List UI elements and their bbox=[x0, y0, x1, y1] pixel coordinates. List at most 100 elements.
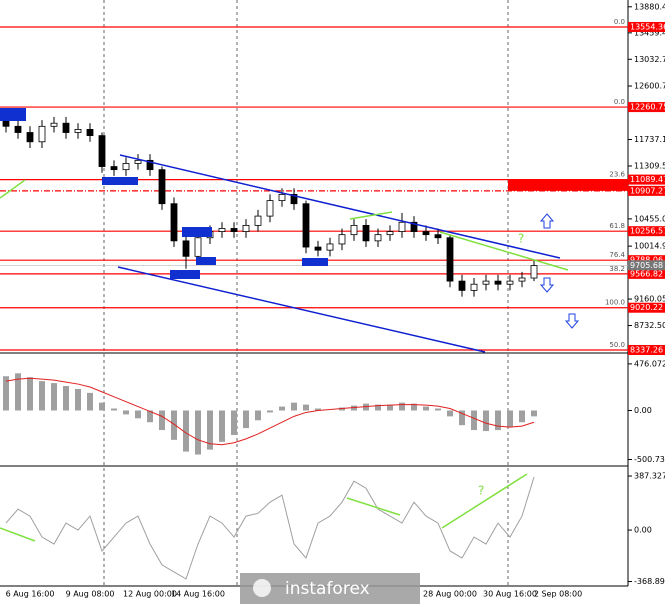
level-label: 8337.26 bbox=[630, 346, 663, 355]
candle-body bbox=[446, 237, 454, 282]
x-tick-label: 12 Aug 00:00 bbox=[123, 590, 177, 599]
annotation: ? bbox=[518, 232, 524, 246]
macd-bar bbox=[315, 408, 321, 411]
fib-label: 23.6 bbox=[609, 171, 625, 179]
signal-line bbox=[5, 377, 535, 446]
level-label-box bbox=[628, 185, 665, 196]
level-label-box bbox=[628, 226, 665, 237]
candle-body bbox=[38, 125, 46, 143]
candle-body bbox=[86, 129, 94, 136]
macd-bar bbox=[471, 410, 477, 431]
level-label: 12260.75 bbox=[630, 103, 665, 112]
macd-bar bbox=[99, 402, 105, 411]
candle-body bbox=[290, 194, 298, 205]
macd-bar bbox=[387, 404, 393, 411]
macd-bar bbox=[231, 410, 237, 435]
level-label: 13554.36 bbox=[630, 22, 665, 31]
box bbox=[170, 270, 200, 279]
candle-body bbox=[338, 234, 346, 245]
macd-bar bbox=[411, 403, 417, 411]
macd-bar bbox=[507, 410, 513, 428]
box bbox=[302, 258, 328, 266]
candle-body bbox=[110, 166, 118, 171]
fib-label: 76.4 bbox=[609, 251, 625, 259]
macd-bar bbox=[39, 381, 45, 411]
macd-bar bbox=[219, 410, 225, 442]
macd-bar bbox=[147, 410, 153, 423]
box bbox=[182, 227, 212, 237]
level-label-box bbox=[628, 102, 665, 113]
candle-body bbox=[410, 221, 418, 232]
y-tick-label: 9160.05 bbox=[634, 295, 665, 304]
macd-bar bbox=[279, 406, 285, 411]
arrow-up bbox=[539, 213, 555, 229]
macd-bar bbox=[3, 376, 9, 411]
candle-body bbox=[2, 119, 10, 127]
candle-body bbox=[62, 122, 70, 133]
box bbox=[0, 108, 26, 121]
y-tick-label: 0.00 bbox=[634, 526, 652, 535]
macd-bar bbox=[243, 410, 249, 429]
arrow-down bbox=[539, 277, 555, 293]
candle-body bbox=[26, 132, 34, 143]
candle-body bbox=[266, 200, 274, 217]
box bbox=[196, 257, 216, 265]
level-label-box bbox=[628, 174, 665, 185]
candle-body bbox=[530, 265, 538, 279]
fib-label: 38.2 bbox=[609, 265, 625, 273]
macd-bar bbox=[291, 402, 297, 411]
candle-body bbox=[242, 224, 250, 232]
watermark: instaforex bbox=[285, 579, 370, 599]
arrow-down bbox=[564, 313, 580, 329]
y-tick-label: -500.734 bbox=[634, 455, 665, 464]
macd-bar bbox=[51, 383, 57, 411]
y-tick-label: 13880.45 bbox=[634, 2, 665, 11]
candle-body bbox=[182, 240, 190, 257]
candle-body bbox=[230, 228, 238, 232]
x-tick-label: 14 Aug 16:00 bbox=[171, 590, 225, 599]
drawings: ? ? instaforex bbox=[0, 108, 580, 604]
channel-line bbox=[119, 154, 561, 259]
macd-bar bbox=[495, 410, 501, 431]
fib-label: 100.0 bbox=[605, 299, 625, 307]
box bbox=[102, 177, 138, 185]
y-tick-label: 11737.10 bbox=[634, 135, 665, 144]
candle-body bbox=[122, 163, 130, 171]
candle-body bbox=[458, 280, 466, 291]
candle-body bbox=[434, 234, 442, 239]
macd-bar bbox=[531, 410, 537, 417]
candle-body bbox=[422, 231, 430, 236]
macd-bar bbox=[447, 410, 453, 417]
y-tick-label: 476.072 bbox=[634, 359, 665, 368]
candle-body bbox=[98, 135, 106, 167]
macd-bar bbox=[483, 410, 489, 432]
candle-body bbox=[350, 224, 358, 236]
y-tick-label: 8732.50 bbox=[634, 321, 665, 330]
level-label-box bbox=[628, 345, 665, 356]
candle-body bbox=[470, 283, 478, 291]
trend-line bbox=[0, 179, 26, 199]
fib-label: 0.0 bbox=[614, 18, 625, 26]
y-tick-label: 12600.75 bbox=[634, 82, 665, 91]
macd-bar bbox=[519, 410, 525, 423]
candle-body bbox=[314, 246, 322, 251]
macd-bar bbox=[123, 410, 129, 415]
macd-bar bbox=[159, 410, 165, 431]
candle-body bbox=[518, 277, 526, 282]
level-label: 10907.27 bbox=[630, 186, 665, 195]
macd-bar bbox=[423, 406, 429, 411]
candle-body bbox=[506, 280, 514, 285]
y-tick-label: 13459.45 bbox=[634, 28, 665, 37]
fib-label: 50.0 bbox=[609, 341, 625, 349]
macd-bar bbox=[195, 410, 201, 455]
macd-bar bbox=[87, 392, 93, 411]
macd-bar bbox=[459, 410, 465, 426]
macd-bar bbox=[267, 410, 273, 413]
y-tick-label: -368.8918 bbox=[634, 577, 665, 586]
candle-body bbox=[74, 129, 82, 133]
x-tick-label: 2 Sep 08:00 bbox=[534, 590, 582, 599]
macd-bar bbox=[255, 410, 261, 421]
bid-label: 9705.68 bbox=[630, 261, 663, 270]
